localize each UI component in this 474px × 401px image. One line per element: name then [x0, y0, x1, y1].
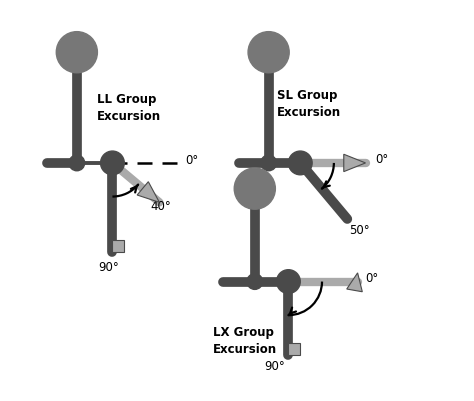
Text: 40°: 40°	[150, 200, 171, 213]
Text: 90°: 90°	[99, 261, 119, 274]
Text: 0°: 0°	[365, 272, 379, 285]
Polygon shape	[288, 343, 300, 355]
Circle shape	[276, 270, 300, 294]
Circle shape	[261, 155, 276, 171]
Polygon shape	[347, 273, 362, 292]
Polygon shape	[112, 240, 124, 252]
Circle shape	[100, 151, 124, 175]
Text: SL Group
Excursion: SL Group Excursion	[276, 89, 341, 119]
Circle shape	[288, 151, 312, 175]
Circle shape	[69, 155, 85, 171]
Circle shape	[234, 168, 275, 209]
Text: LL Group
Excursion: LL Group Excursion	[97, 93, 161, 123]
Polygon shape	[137, 182, 159, 203]
Circle shape	[247, 274, 263, 290]
Circle shape	[248, 32, 289, 73]
Text: LX Group
Excursion: LX Group Excursion	[213, 326, 277, 356]
Text: 50°: 50°	[349, 224, 370, 237]
Text: 90°: 90°	[264, 360, 285, 373]
Circle shape	[56, 32, 98, 73]
Text: 0°: 0°	[375, 153, 389, 166]
Polygon shape	[344, 154, 365, 172]
Text: 0°: 0°	[185, 154, 198, 168]
